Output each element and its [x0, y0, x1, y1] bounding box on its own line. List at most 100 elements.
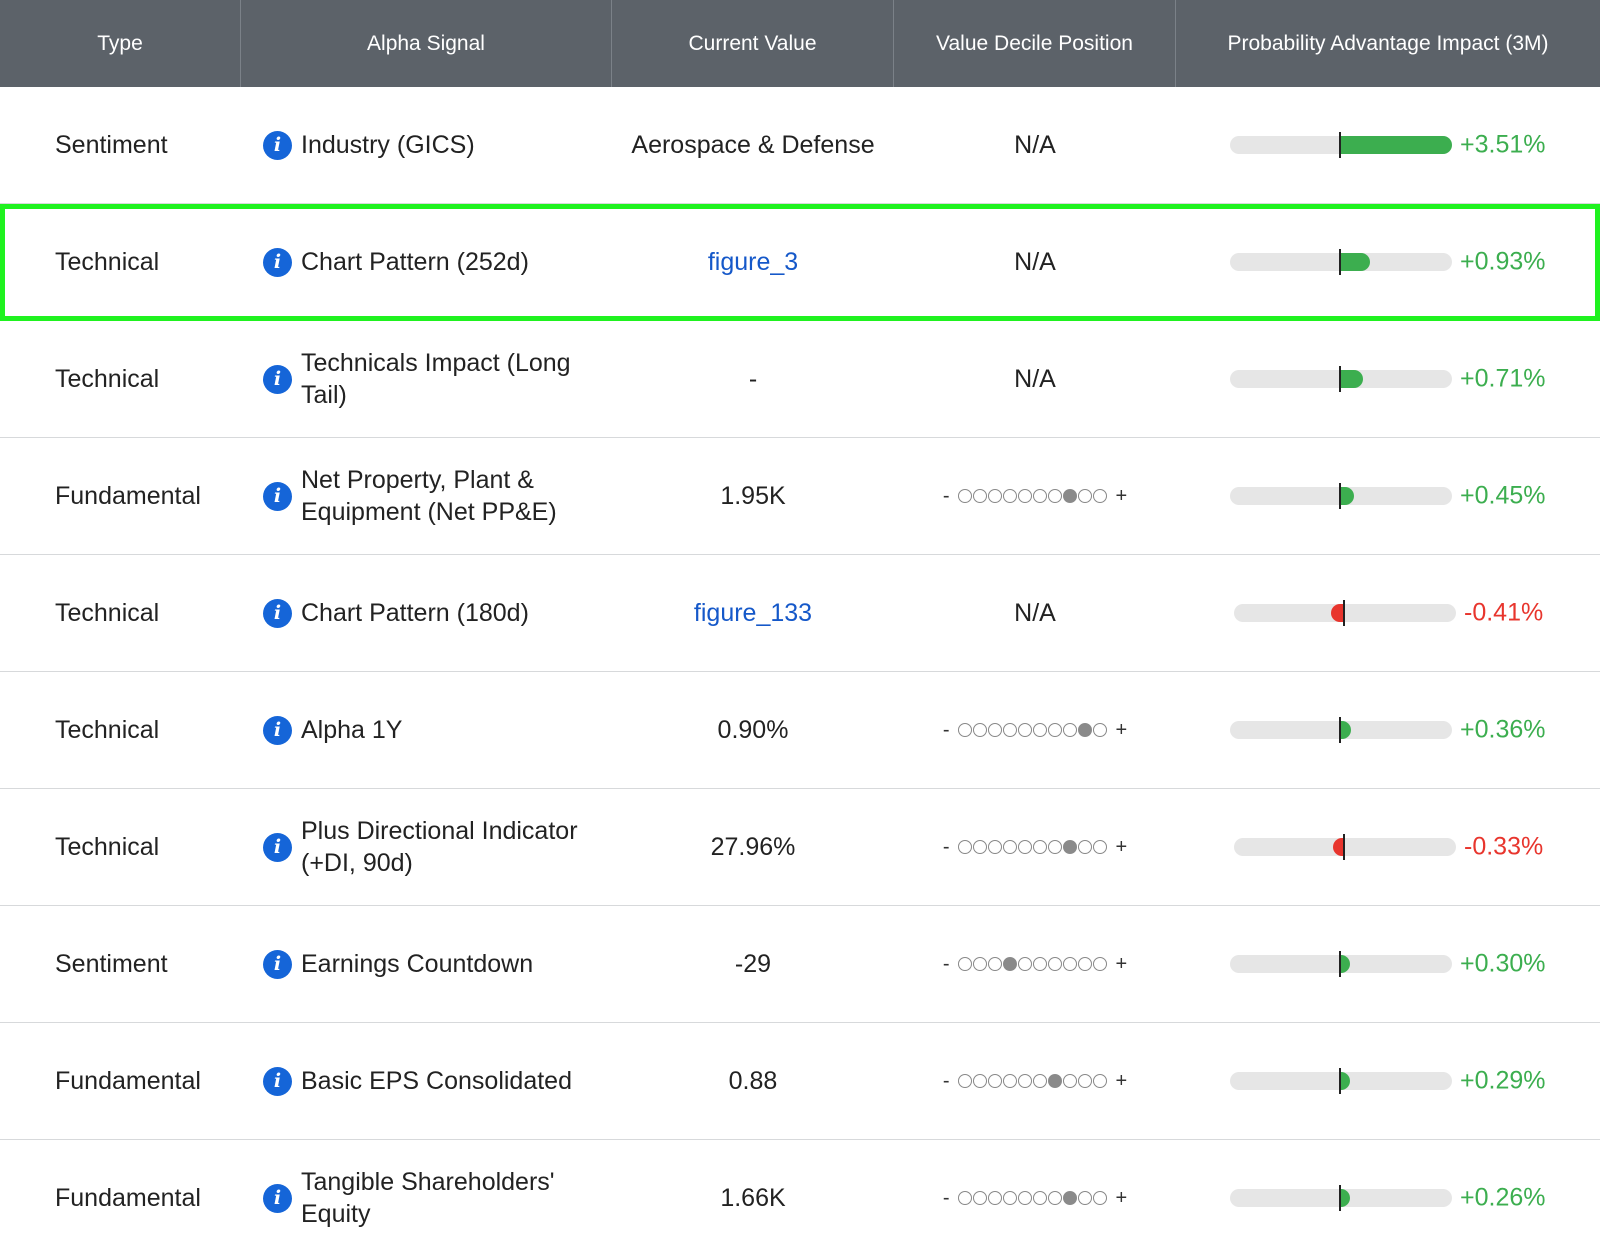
info-icon[interactable]: i [263, 364, 292, 394]
decile-dots [957, 1191, 1107, 1205]
table-row[interactable]: Technical i Chart Pattern (180d) figure_133… [0, 555, 1600, 672]
value-decile-cell: - + [894, 1140, 1176, 1253]
impact-cell: +0.26% [1176, 1140, 1600, 1253]
table-row[interactable]: Sentiment i Industry (GICS) Aerospace & Def… [0, 87, 1600, 204]
impact-bar-track [1230, 1185, 1452, 1211]
decile-dot [1047, 723, 1062, 737]
alpha-signal-cell: i Earnings Countdown [241, 906, 612, 1022]
decile-dot [1047, 489, 1062, 503]
type-cell: Technical [55, 715, 160, 744]
decile-dot [972, 723, 987, 737]
alpha-signal-cell: i Tangible Shareholders' Equity [241, 1140, 612, 1253]
column-header-probability-advantage-impact[interactable]: Probability Advantage Impact (3M) [1227, 31, 1549, 55]
decile-dot [1062, 723, 1077, 737]
current-value: 0.88 [728, 1066, 778, 1095]
decile-plus: + [1115, 484, 1128, 507]
decile-dot [1032, 957, 1047, 971]
info-icon[interactable]: i [263, 247, 292, 277]
table-row[interactable]: Fundamental i Basic EPS Consolidated 0.88- +… [0, 1023, 1600, 1140]
decile-dot [1092, 723, 1107, 737]
decile-dot [987, 1191, 1002, 1205]
decile-minus: - [942, 718, 950, 741]
table-row[interactable]: Technical i Technicals Impact (Long Tail) -… [0, 321, 1600, 438]
current-value: Aerospace & Defense [631, 130, 875, 159]
decile-dot [957, 1074, 972, 1088]
table-row[interactable]: Fundamental i Net Property, Plant & Equipm… [0, 438, 1600, 555]
decile-dot [1047, 840, 1062, 854]
impact-value: +0.29% [1460, 1066, 1546, 1095]
alpha-signal-label: Alpha 1Y [301, 716, 403, 744]
impact-bar-positive [1340, 1189, 1350, 1207]
info-icon[interactable]: i [263, 1066, 292, 1096]
decile-dot [987, 723, 1002, 737]
decile-dot [987, 957, 1002, 971]
decile-dot [1017, 957, 1032, 971]
impact-bar-axis [1339, 132, 1341, 158]
impact-cell: +0.45% [1176, 438, 1600, 554]
info-icon[interactable]: i [263, 832, 292, 862]
current-value-link[interactable]: figure_3 [707, 247, 799, 276]
current-value-link[interactable]: figure_133 [693, 598, 813, 627]
decile-dot [1047, 1191, 1062, 1205]
decile-minus: - [942, 484, 950, 507]
decile-na: N/A [1014, 598, 1056, 627]
info-icon[interactable]: i [263, 130, 292, 160]
type-cell: Sentiment [55, 130, 168, 159]
alpha-signal-cell: i Net Property, Plant & Equipment (Net PP… [241, 438, 612, 554]
impact-bar-positive [1340, 721, 1352, 739]
current-value-cell: figure_3 [612, 204, 894, 320]
decile-dot [957, 957, 972, 971]
info-icon[interactable]: i [263, 481, 292, 511]
decile-dot [1032, 840, 1047, 854]
value-decile-cell: N/A [894, 87, 1176, 203]
decile-indicator: - + [943, 719, 1127, 742]
impact-bar-track [1230, 132, 1452, 158]
impact-value: -0.41% [1464, 598, 1544, 627]
decile-dot [1077, 957, 1092, 971]
table-row[interactable]: Sentiment i Earnings Countdown -29- + +0.30% [0, 906, 1600, 1023]
info-icon[interactable]: i [263, 949, 292, 979]
decile-plus: + [1115, 1069, 1128, 1092]
impact-value: +0.26% [1460, 1183, 1546, 1212]
column-header-type[interactable]: Type [0, 0, 241, 87]
column-header-current-value[interactable]: Current Value [612, 0, 894, 87]
decile-na: N/A [1014, 364, 1056, 393]
value-decile-cell: - + [894, 438, 1176, 554]
decile-dot [1017, 840, 1032, 854]
value-decile-cell: - + [894, 789, 1176, 905]
decile-indicator: - + [943, 1187, 1127, 1210]
impact-value: -0.33% [1464, 832, 1544, 861]
table-row[interactable]: Technical i Chart Pattern (252d) figure_3 N/… [0, 204, 1600, 321]
table-row[interactable]: Technical i Alpha 1Y 0.90% - + +0.36% [0, 672, 1600, 789]
table-row[interactable]: Technical i Plus Directional Indicator (+D… [0, 789, 1600, 906]
decile-dot [1077, 1074, 1092, 1088]
alpha-signal-label: Industry (GICS) [301, 131, 475, 159]
info-icon[interactable]: i [263, 598, 292, 628]
impact-cell: +3.51% [1176, 87, 1600, 203]
impact-bar-track [1230, 483, 1452, 509]
decile-dot [972, 957, 987, 971]
decile-dot [1017, 489, 1032, 503]
decile-dot [1077, 489, 1092, 503]
impact-bar-axis [1339, 366, 1341, 392]
info-icon[interactable]: i [263, 1183, 292, 1213]
column-header-alpha-signal[interactable]: Alpha Signal [241, 0, 612, 87]
decile-dot [987, 840, 1002, 854]
decile-dot [972, 489, 987, 503]
decile-minus: - [942, 1186, 950, 1209]
impact-bar-axis [1339, 249, 1341, 275]
decile-dot [972, 1191, 987, 1205]
table-row[interactable]: Fundamental i Tangible Shareholders' Equit… [0, 1140, 1600, 1253]
value-decile-cell: - + [894, 906, 1176, 1022]
column-header-value-decile-position[interactable]: Value Decile Position [894, 0, 1176, 87]
decile-dot [1077, 840, 1092, 854]
info-icon[interactable]: i [263, 715, 292, 745]
decile-dots [957, 840, 1107, 854]
current-value: 0.90% [717, 715, 789, 744]
current-value: - [748, 364, 758, 393]
impact-bar-track [1230, 1068, 1452, 1094]
decile-dot [987, 1074, 1002, 1088]
decile-dot [1077, 1191, 1092, 1205]
decile-dot [1002, 489, 1017, 503]
current-value: 1.95K [720, 481, 786, 510]
